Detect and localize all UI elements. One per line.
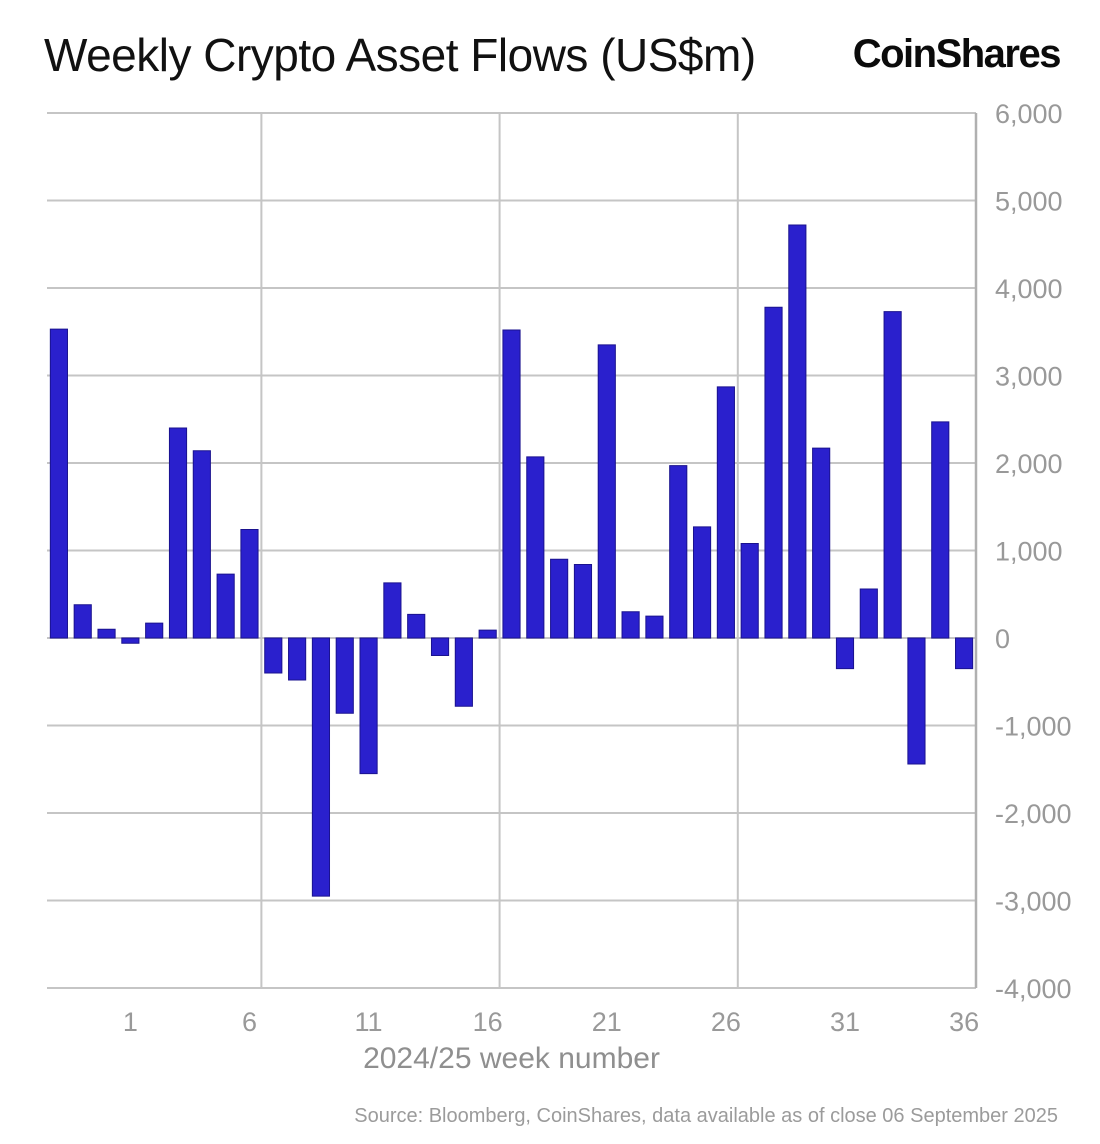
bar-week-29: [788, 224, 807, 639]
bar-week-12: [383, 582, 402, 639]
bar-week-52: [97, 628, 116, 639]
x-tick-label: 26: [711, 1007, 741, 1037]
bar-week-2: [145, 622, 164, 639]
bar-week-15: [454, 637, 473, 707]
bar-week-33: [883, 311, 902, 639]
x-tick-label: 31: [830, 1007, 860, 1037]
y-tick-label: -4,000: [995, 974, 1072, 1004]
bar-week-36: [955, 637, 974, 670]
bar-week-27: [740, 543, 759, 639]
y-tick-label: 3,000: [995, 362, 1063, 392]
bar-week-13: [407, 613, 426, 639]
y-tick-label: -1,000: [995, 712, 1072, 742]
y-tick-label: 4,000: [995, 274, 1063, 304]
source-note: Source: Bloomberg, CoinShares, data avai…: [354, 1105, 1058, 1127]
bar-week-21: [597, 344, 616, 639]
x-tick-label: 1: [123, 1007, 138, 1037]
bar-week-32: [859, 588, 878, 639]
bar-week-17: [502, 329, 521, 639]
bar-week-5: [216, 573, 235, 639]
bar-week-30: [812, 447, 831, 639]
x-tick-label: 6: [242, 1007, 257, 1037]
x-tick-label: 21: [592, 1007, 622, 1037]
bar-week-35: [931, 421, 950, 639]
bar-week-16: [478, 629, 497, 639]
bar-week-14: [430, 637, 450, 656]
bar-week-23: [645, 615, 664, 639]
bar-week-7: [264, 637, 283, 674]
bar-week-11: [359, 637, 378, 775]
bar-week-10: [335, 637, 354, 714]
y-tick-label: 2,000: [995, 449, 1063, 479]
bar-week-34: [907, 637, 926, 765]
bar-week-19: [550, 558, 569, 639]
page-title: Weekly Crypto Asset Flows (US$m): [44, 29, 756, 81]
bar-week-28: [764, 306, 783, 639]
bar-week-18: [526, 456, 545, 639]
bar-week-51: [73, 604, 92, 639]
y-tick-label: -3,000: [995, 887, 1072, 917]
x-tick-label: 16: [473, 1007, 503, 1037]
bar-week-3: [168, 427, 188, 639]
x-axis-title: 2024/25 week number: [363, 1042, 660, 1075]
bar-week-24: [669, 465, 688, 639]
bar-week-25: [692, 526, 712, 639]
bar-week-6: [240, 529, 259, 639]
bar-week-4: [192, 450, 211, 639]
coinshares-logo: CoinShares: [852, 32, 1062, 76]
y-tick-label: -2,000: [995, 799, 1072, 829]
bar-week-9: [311, 637, 331, 897]
y-tick-label: 6,000: [995, 99, 1063, 129]
bar-week-26: [716, 386, 735, 639]
y-tick-label: 5,000: [995, 187, 1063, 217]
x-tick-label: 36: [949, 1007, 979, 1037]
bar-week-20: [573, 564, 593, 639]
bar-week-1: [121, 637, 140, 644]
x-tick-label: 11: [355, 1007, 383, 1037]
bar-week-50: [49, 328, 68, 639]
y-tick-label: 0: [995, 624, 1010, 654]
y-tick-label: 1,000: [995, 537, 1063, 567]
bar-week-31: [835, 637, 855, 670]
bar-week-22: [621, 611, 640, 639]
bar-week-8: [288, 637, 307, 681]
